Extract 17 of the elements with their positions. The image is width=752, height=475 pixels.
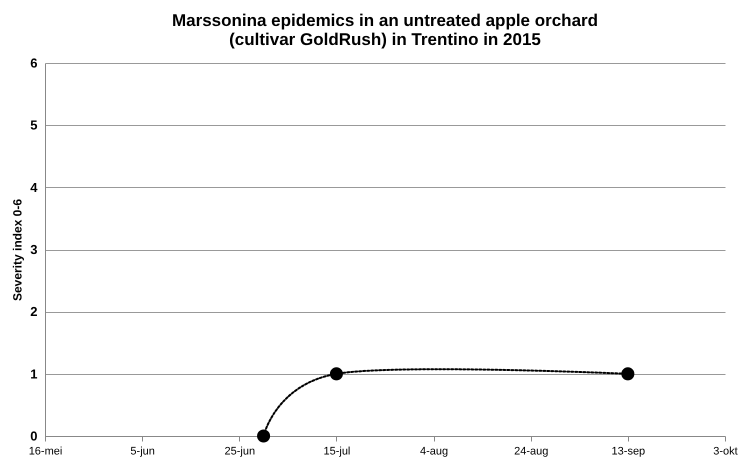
y-tick-label: 1: [30, 366, 38, 382]
y-tick-label: 5: [30, 118, 38, 133]
x-tick-label: 3-okt: [713, 446, 738, 458]
x-tick-label: 4-aug: [420, 446, 448, 458]
x-tick-label: 5-jun: [130, 446, 155, 458]
x-tick-label: 24-aug: [514, 446, 548, 458]
y-tick-label: 2: [30, 304, 38, 320]
x-tick-label: 13-sep: [612, 446, 646, 458]
y-tick-label: 3: [30, 242, 38, 257]
x-tick-label: 15-jul: [323, 446, 350, 458]
x-tick-label: 16-mei: [28, 446, 62, 458]
chart-title: Marssonina epidemics in an untreated apple orchard (cultivar GoldRush) in Trentino in 2015: [172, 11, 598, 49]
y-axis-title: Severity index 0-6: [10, 198, 24, 302]
x-tick-label: 25-jun: [224, 446, 256, 458]
y-tick-label: 6: [30, 56, 38, 70]
y-tick-label: 0: [30, 428, 38, 444]
y-tick-label: 4: [30, 180, 38, 195]
